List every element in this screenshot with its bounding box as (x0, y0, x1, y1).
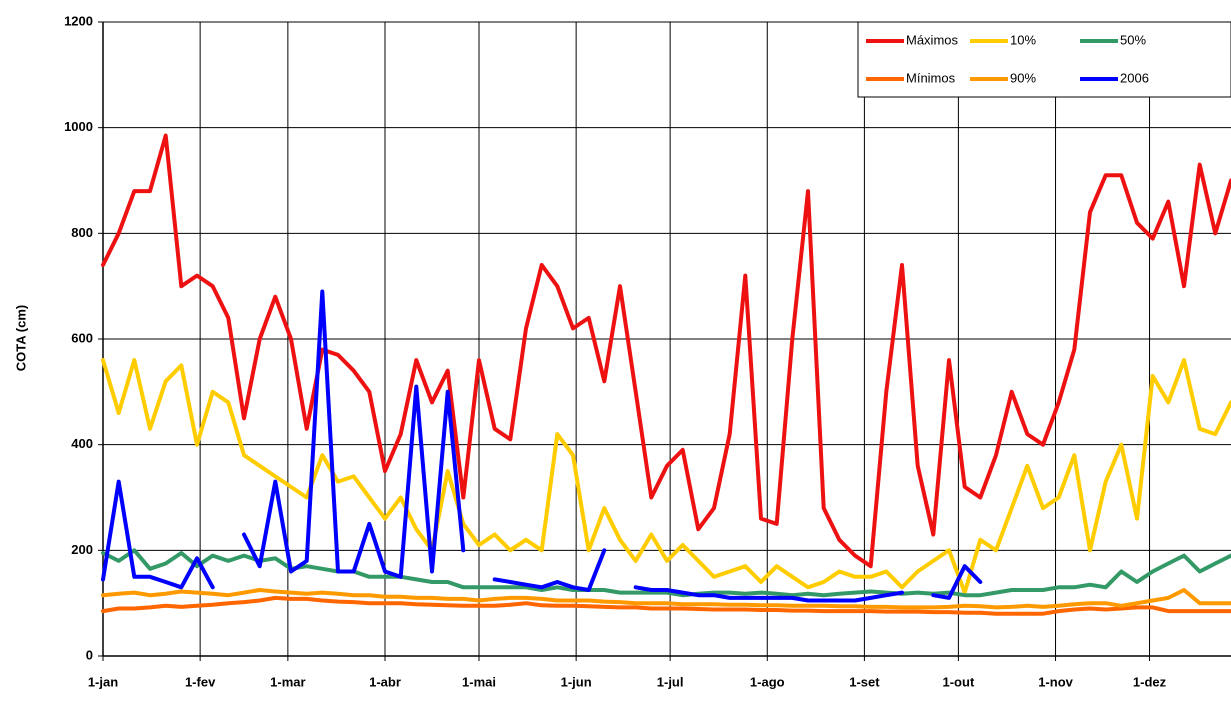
legend-label: Máximos (906, 32, 959, 47)
y-tick-label: 400 (71, 436, 93, 451)
y-tick-label: 0 (86, 647, 93, 662)
x-tick-label: 1-dez (1133, 674, 1167, 689)
x-tick-label: 1-ago (750, 674, 785, 689)
y-tick-label: 200 (71, 542, 93, 557)
x-tick-label: 1-out (943, 674, 975, 689)
y-tick-label: 800 (71, 225, 93, 240)
x-tick-label: 1-jul (657, 674, 684, 689)
series-line (101, 358, 1231, 595)
legend-box (857, 21, 1231, 98)
legend-label: Mínimos (906, 70, 956, 85)
x-tick-label: 1-mai (462, 674, 496, 689)
legend-label: 2006 (1120, 70, 1149, 85)
x-tick-label: 1-fev (185, 674, 216, 689)
x-tick-label: 1-jun (561, 674, 592, 689)
legend-label: 10% (1010, 32, 1036, 47)
series-line (101, 133, 1231, 569)
y-tick-label: 1200 (64, 13, 93, 28)
series-line (101, 595, 1231, 616)
legend-label: 90% (1010, 70, 1036, 85)
series-line (101, 588, 1231, 610)
y-tick-label: 1000 (64, 119, 93, 134)
y-tick-label: 600 (71, 330, 93, 345)
x-tick-label: 1-abr (369, 674, 401, 689)
x-tick-label: 1-set (849, 674, 880, 689)
legend-label: 50% (1120, 32, 1146, 47)
x-tick-label: 1-jan (88, 674, 118, 689)
x-tick-label: 1-mar (270, 674, 305, 689)
y-axis-label: COTA (cm) (13, 305, 28, 371)
x-tick-label: 1-nov (1038, 674, 1073, 689)
